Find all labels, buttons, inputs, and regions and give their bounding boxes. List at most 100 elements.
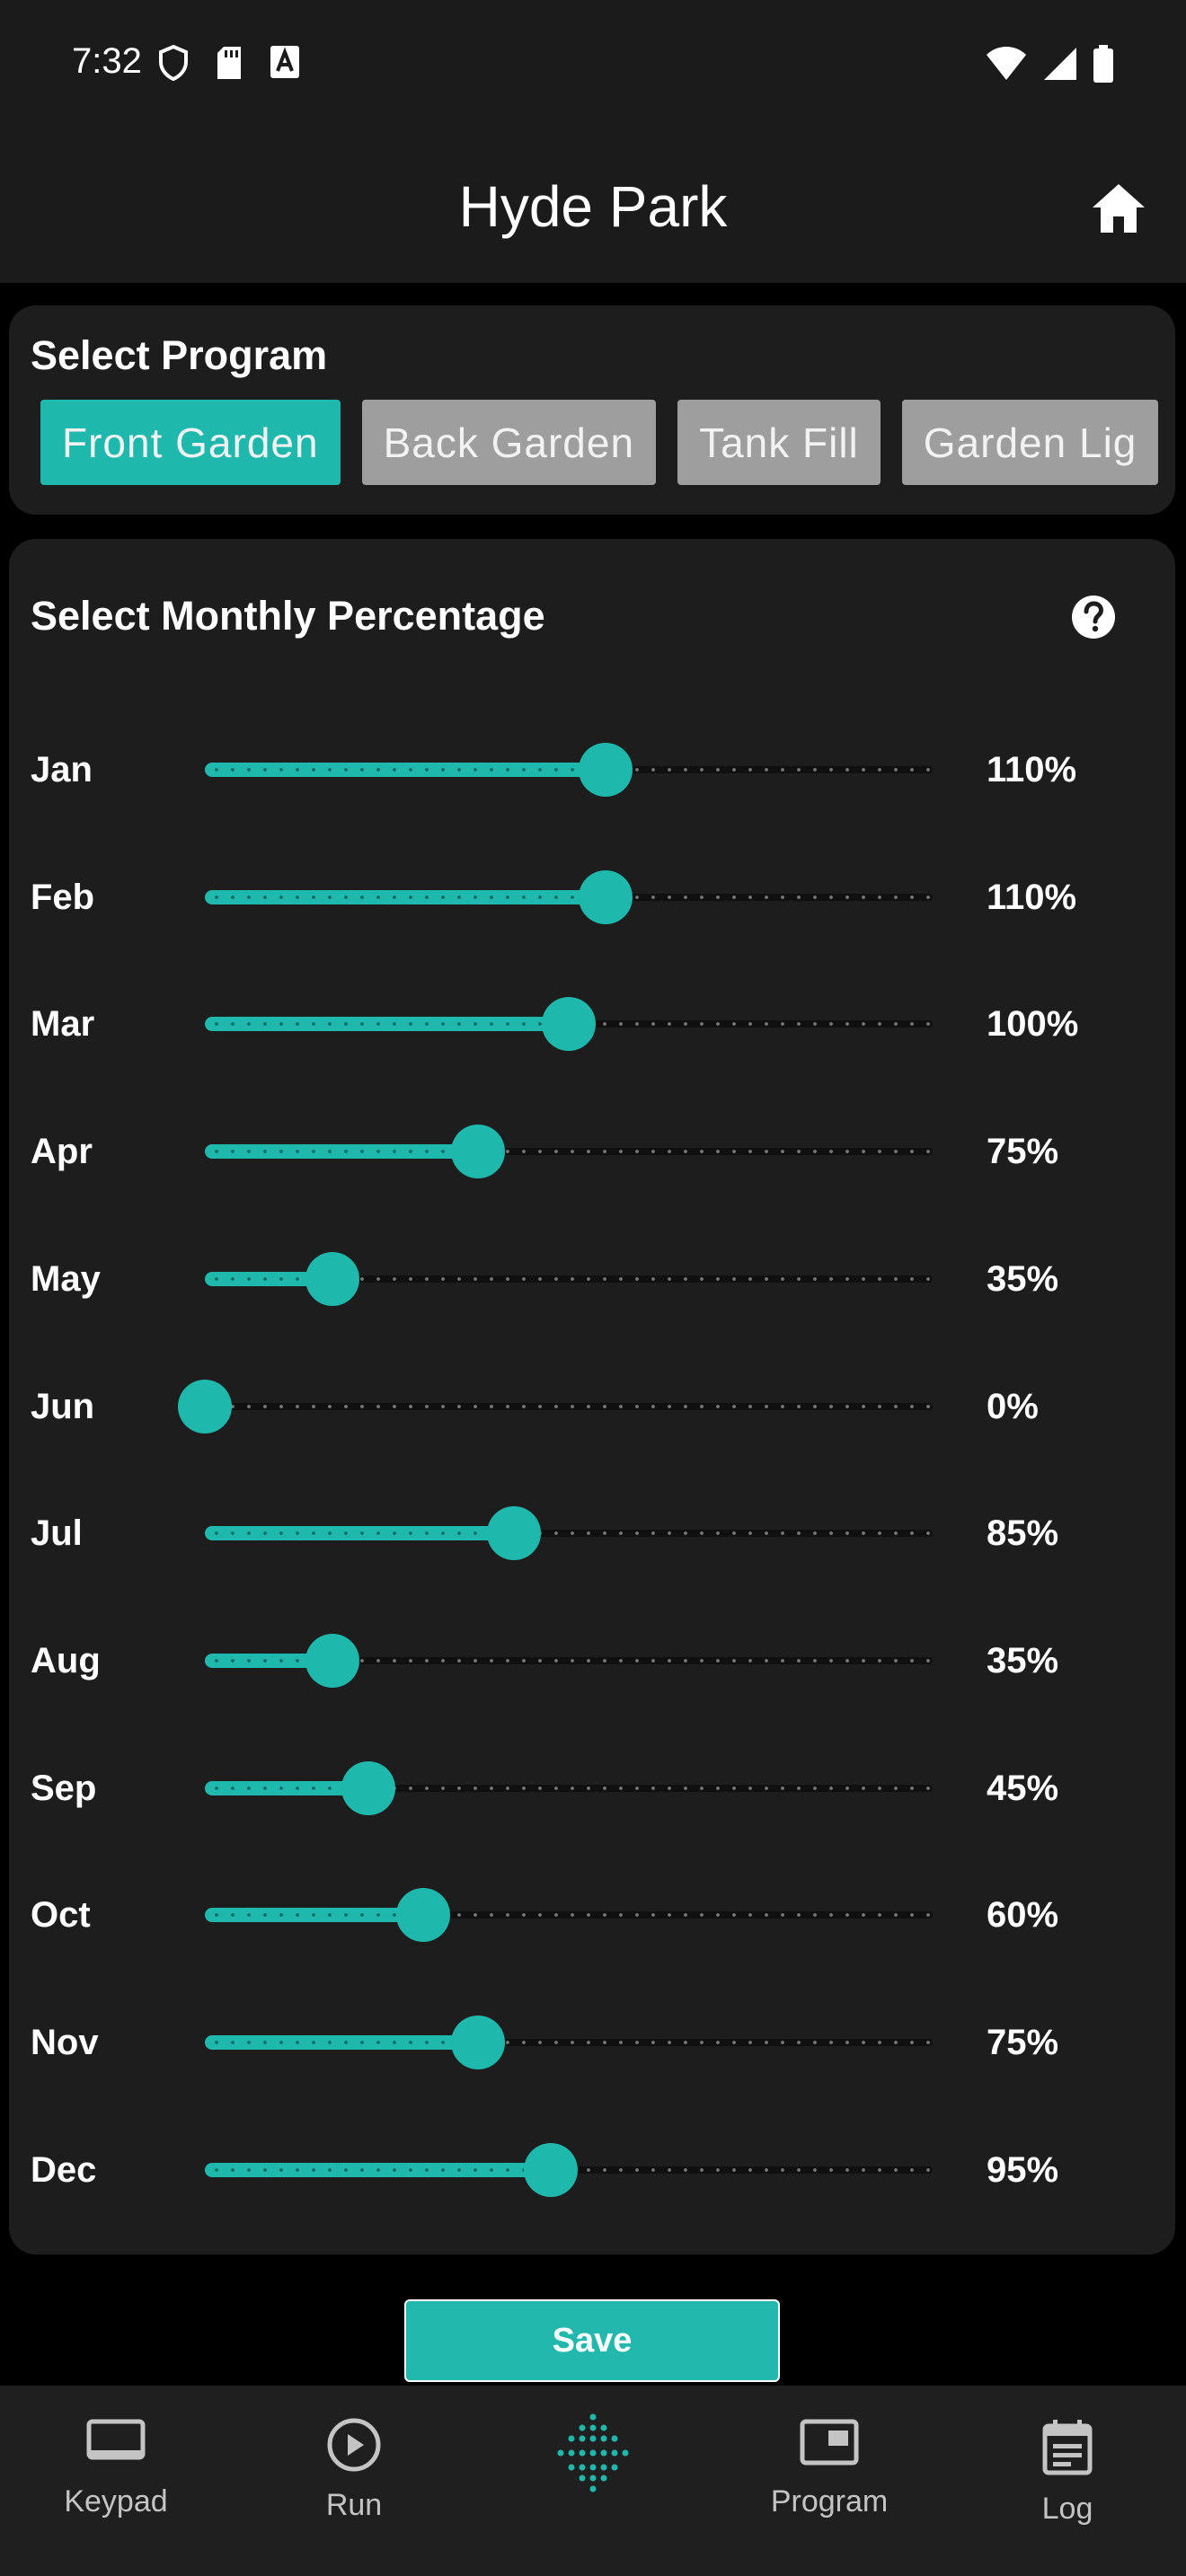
month-row-apr: Apr 75% xyxy=(9,1107,1175,1196)
slider-thumb-apr[interactable] xyxy=(450,1125,505,1179)
program-chip-tank-fill[interactable]: Tank Fill xyxy=(677,400,881,485)
slider-thumb-jul[interactable] xyxy=(487,1506,542,1561)
month-row-aug: Aug 35% xyxy=(9,1616,1175,1706)
month-row-nov: Nov 75% xyxy=(9,1998,1175,2087)
slider-thumb-nov[interactable] xyxy=(450,2016,505,2069)
slider-track-sep[interactable] xyxy=(205,1784,933,1792)
month-value: 110% xyxy=(987,877,1077,917)
slider-thumb-dec[interactable] xyxy=(523,2142,578,2197)
signal-icon xyxy=(1042,46,1078,86)
slider-thumb-may[interactable] xyxy=(305,1251,359,1306)
status-icons-right xyxy=(985,45,1114,87)
month-label: Oct xyxy=(31,1895,91,1936)
slider-thumb-sep[interactable] xyxy=(341,1760,396,1815)
wifi-icon xyxy=(985,46,1028,86)
program-chip-garden-lights[interactable]: Garden Lig xyxy=(901,400,1159,485)
month-row-jun: Jun 0% xyxy=(9,1362,1175,1451)
slider-fill-apr xyxy=(205,1144,478,1160)
month-label: May xyxy=(31,1258,101,1299)
month-value: 60% xyxy=(987,1895,1059,1936)
nav-label-program: Program xyxy=(770,2484,889,2519)
month-label: Sep xyxy=(31,1768,97,1808)
program-chip-front-garden[interactable]: Front Garden xyxy=(40,400,341,485)
slider-fill-jan xyxy=(205,763,606,777)
nav-label-keypad: Keypad xyxy=(64,2484,168,2519)
month-value: 85% xyxy=(987,1513,1059,1554)
sd-card-icon xyxy=(216,45,243,85)
slider-track-apr[interactable] xyxy=(205,1148,933,1156)
month-label: Apr xyxy=(31,1132,93,1172)
month-row-oct: Oct 60% xyxy=(9,1870,1175,1960)
slider-thumb-feb[interactable] xyxy=(578,869,633,924)
nav-item-log[interactable]: Log xyxy=(978,2418,1157,2527)
shield-icon xyxy=(158,44,189,85)
calendar-log-icon xyxy=(1042,2420,1093,2475)
status-time: 7:32 xyxy=(72,41,142,81)
month-row-may: May 35% xyxy=(9,1234,1175,1324)
program-chips: Front Garden Back Garden Tank Fill Garde… xyxy=(40,400,1159,485)
month-label: Jul xyxy=(31,1513,83,1554)
slider-fill-oct xyxy=(205,1908,423,1923)
month-row-feb: Feb 110% xyxy=(9,852,1175,942)
month-row-dec: Dec 95% xyxy=(9,2125,1175,2215)
month-value: 100% xyxy=(987,1004,1079,1045)
month-label: Jun xyxy=(31,1386,95,1426)
battery-icon xyxy=(1093,45,1114,87)
home-button[interactable] xyxy=(1087,177,1150,240)
status-icons-left xyxy=(158,44,300,85)
program-card: Select Program Front Garden Back Garden … xyxy=(9,305,1175,515)
slider-fill-aug xyxy=(205,1653,332,1668)
slider-fill-may xyxy=(205,1271,332,1286)
slider-track-oct[interactable] xyxy=(205,1911,933,1919)
slider-fill-sep xyxy=(205,1780,369,1795)
font-icon xyxy=(270,45,300,85)
month-row-jul: Jul 85% xyxy=(9,1488,1175,1578)
month-value: 110% xyxy=(987,750,1077,790)
slider-fill-dec xyxy=(205,2162,551,2177)
program-card-title: Select Program xyxy=(31,332,328,378)
slider-track-aug[interactable] xyxy=(205,1656,933,1664)
month-value: 35% xyxy=(987,1640,1059,1681)
month-label: Feb xyxy=(31,877,95,917)
program-chip-back-garden[interactable]: Back Garden xyxy=(361,400,657,485)
save-button[interactable]: Save xyxy=(404,2299,780,2382)
program-icon xyxy=(800,2419,859,2466)
home-icon xyxy=(1093,184,1145,233)
page-title: Hyde Park xyxy=(458,174,728,239)
slider-track-nov[interactable] xyxy=(205,2039,933,2046)
month-value: 35% xyxy=(987,1258,1059,1299)
month-label: Mar xyxy=(31,1004,95,1045)
monthly-card-title: Select Monthly Percentage xyxy=(31,593,545,639)
slider-fill-jul xyxy=(205,1526,515,1541)
month-label: Dec xyxy=(31,2149,97,2190)
dots-grid-icon xyxy=(557,2413,629,2492)
play-circle-icon xyxy=(327,2418,381,2472)
slider-track-jun[interactable] xyxy=(205,1402,933,1410)
slider-fill-nov xyxy=(205,2035,478,2050)
nav-item-run[interactable]: Run xyxy=(264,2418,444,2523)
slider-track-jul[interactable] xyxy=(205,1530,933,1538)
month-row-mar: Mar 100% xyxy=(9,979,1175,1069)
slider-track-may[interactable] xyxy=(205,1275,933,1283)
nav-label-run: Run xyxy=(325,2488,383,2522)
month-value: 75% xyxy=(987,2023,1059,2062)
bottom-nav: Keypad Run Program xyxy=(0,2386,1186,2576)
month-value: 0% xyxy=(987,1386,1039,1426)
nav-label-log: Log xyxy=(1041,2492,1093,2526)
nav-item-keypad[interactable]: Keypad xyxy=(26,2418,206,2519)
slider-thumb-jan[interactable] xyxy=(578,743,633,797)
help-icon[interactable] xyxy=(1071,595,1116,640)
nav-item-program[interactable]: Program xyxy=(739,2418,919,2519)
slider-fill-mar xyxy=(205,1017,569,1032)
slider-thumb-mar[interactable] xyxy=(542,997,596,1052)
month-row-jan: Jan 110% xyxy=(9,725,1175,815)
slider-thumb-aug[interactable] xyxy=(305,1633,359,1688)
nav-item-monthly[interactable] xyxy=(503,2413,683,2510)
month-label: Jan xyxy=(31,750,93,790)
slider-thumb-jun[interactable] xyxy=(178,1379,232,1434)
keypad-icon xyxy=(86,2419,146,2460)
slider-thumb-oct[interactable] xyxy=(396,1888,450,1943)
month-value: 95% xyxy=(987,2149,1059,2190)
month-label: Nov xyxy=(31,2023,99,2062)
month-value: 45% xyxy=(987,1768,1059,1808)
